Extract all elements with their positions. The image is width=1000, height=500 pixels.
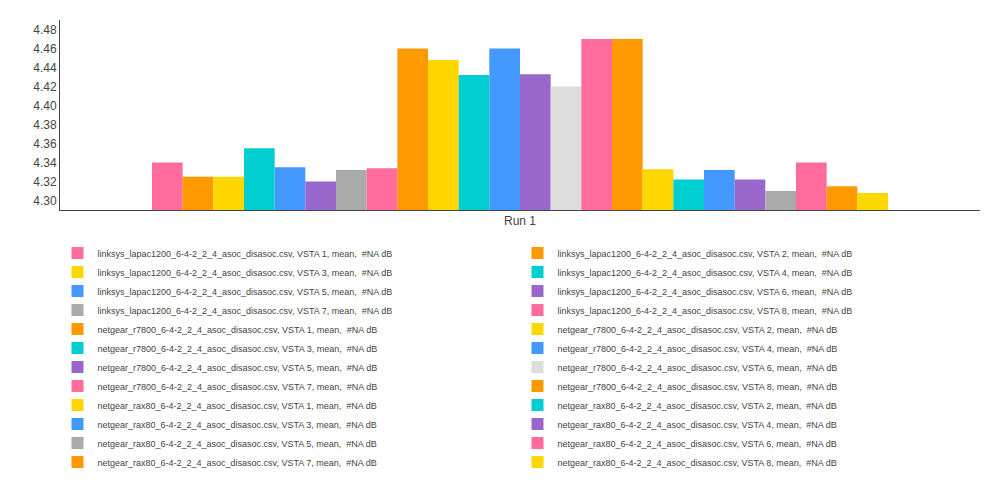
svg-text:linksys_lapac1200_6-4-2_2_4_as: linksys_lapac1200_6-4-2_2_4_asoc_disasoc… (558, 306, 853, 316)
svg-text:4.34: 4.34 (33, 156, 57, 170)
svg-text:linksys_lapac1200_6-4-2_2_4_as: linksys_lapac1200_6-4-2_2_4_asoc_disasoc… (558, 268, 853, 278)
svg-text:netgear_rax80_6-4-2_2_4_asoc_d: netgear_rax80_6-4-2_2_4_asoc_disasoc.csv… (558, 458, 837, 468)
svg-text:netgear_r7800_6-4-2_2_4_asoc_d: netgear_r7800_6-4-2_2_4_asoc_disasoc.csv… (558, 363, 838, 373)
svg-text:netgear_rax80_6-4-2_2_4_asoc_d: netgear_rax80_6-4-2_2_4_asoc_disasoc.csv… (98, 401, 377, 411)
svg-text:netgear_r7800_6-4-2_2_4_asoc_d: netgear_r7800_6-4-2_2_4_asoc_disasoc.csv… (558, 344, 838, 354)
svg-text:4.30: 4.30 (33, 194, 57, 208)
svg-text:netgear_r7800_6-4-2_2_4_asoc_d: netgear_r7800_6-4-2_2_4_asoc_disasoc.csv… (558, 325, 838, 335)
svg-text:netgear_r7800_6-4-2_2_4_asoc_d: netgear_r7800_6-4-2_2_4_asoc_disasoc.csv… (98, 325, 378, 335)
svg-text:netgear_r7800_6-4-2_2_4_asoc_d: netgear_r7800_6-4-2_2_4_asoc_disasoc.csv… (98, 382, 378, 392)
svg-text:netgear_rax80_6-4-2_2_4_asoc_d: netgear_rax80_6-4-2_2_4_asoc_disasoc.csv… (98, 458, 377, 468)
svg-text:netgear_rax80_6-4-2_2_4_asoc_d: netgear_rax80_6-4-2_2_4_asoc_disasoc.csv… (98, 439, 377, 449)
svg-text:4.42: 4.42 (33, 80, 57, 94)
svg-text:4.36: 4.36 (33, 137, 57, 151)
svg-text:netgear_r7800_6-4-2_2_4_asoc_d: netgear_r7800_6-4-2_2_4_asoc_disasoc.csv… (558, 382, 838, 392)
svg-text:linksys_lapac1200_6-4-2_2_4_as: linksys_lapac1200_6-4-2_2_4_asoc_disasoc… (558, 249, 853, 259)
svg-text:linksys_lapac1200_6-4-2_2_4_as: linksys_lapac1200_6-4-2_2_4_asoc_disasoc… (98, 249, 393, 259)
svg-text:netgear_rax80_6-4-2_2_4_asoc_d: netgear_rax80_6-4-2_2_4_asoc_disasoc.csv… (98, 420, 377, 430)
svg-text:linksys_lapac1200_6-4-2_2_4_as: linksys_lapac1200_6-4-2_2_4_asoc_disasoc… (558, 287, 853, 297)
svg-text:netgear_rax80_6-4-2_2_4_asoc_d: netgear_rax80_6-4-2_2_4_asoc_disasoc.csv… (558, 401, 837, 411)
svg-text:netgear_rax80_6-4-2_2_4_asoc_d: netgear_rax80_6-4-2_2_4_asoc_disasoc.csv… (558, 439, 837, 449)
svg-text:4.44: 4.44 (33, 61, 57, 75)
svg-text:linksys_lapac1200_6-4-2_2_4_as: linksys_lapac1200_6-4-2_2_4_asoc_disasoc… (98, 306, 393, 316)
svg-text:linksys_lapac1200_6-4-2_2_4_as: linksys_lapac1200_6-4-2_2_4_asoc_disasoc… (98, 287, 393, 297)
svg-text:4.46: 4.46 (33, 42, 57, 56)
svg-text:4.32: 4.32 (33, 175, 57, 189)
svg-text:Run 1: Run 1 (504, 214, 536, 228)
svg-text:netgear_r7800_6-4-2_2_4_asoc_d: netgear_r7800_6-4-2_2_4_asoc_disasoc.csv… (98, 363, 378, 373)
svg-text:netgear_r7800_6-4-2_2_4_asoc_d: netgear_r7800_6-4-2_2_4_asoc_disasoc.csv… (98, 344, 378, 354)
svg-text:4.38: 4.38 (33, 118, 57, 132)
svg-text:netgear_rax80_6-4-2_2_4_asoc_d: netgear_rax80_6-4-2_2_4_asoc_disasoc.csv… (558, 420, 837, 430)
svg-text:linksys_lapac1200_6-4-2_2_4_as: linksys_lapac1200_6-4-2_2_4_asoc_disasoc… (98, 268, 393, 278)
svg-text:4.40: 4.40 (33, 99, 57, 113)
svg-text:4.48: 4.48 (33, 23, 57, 37)
